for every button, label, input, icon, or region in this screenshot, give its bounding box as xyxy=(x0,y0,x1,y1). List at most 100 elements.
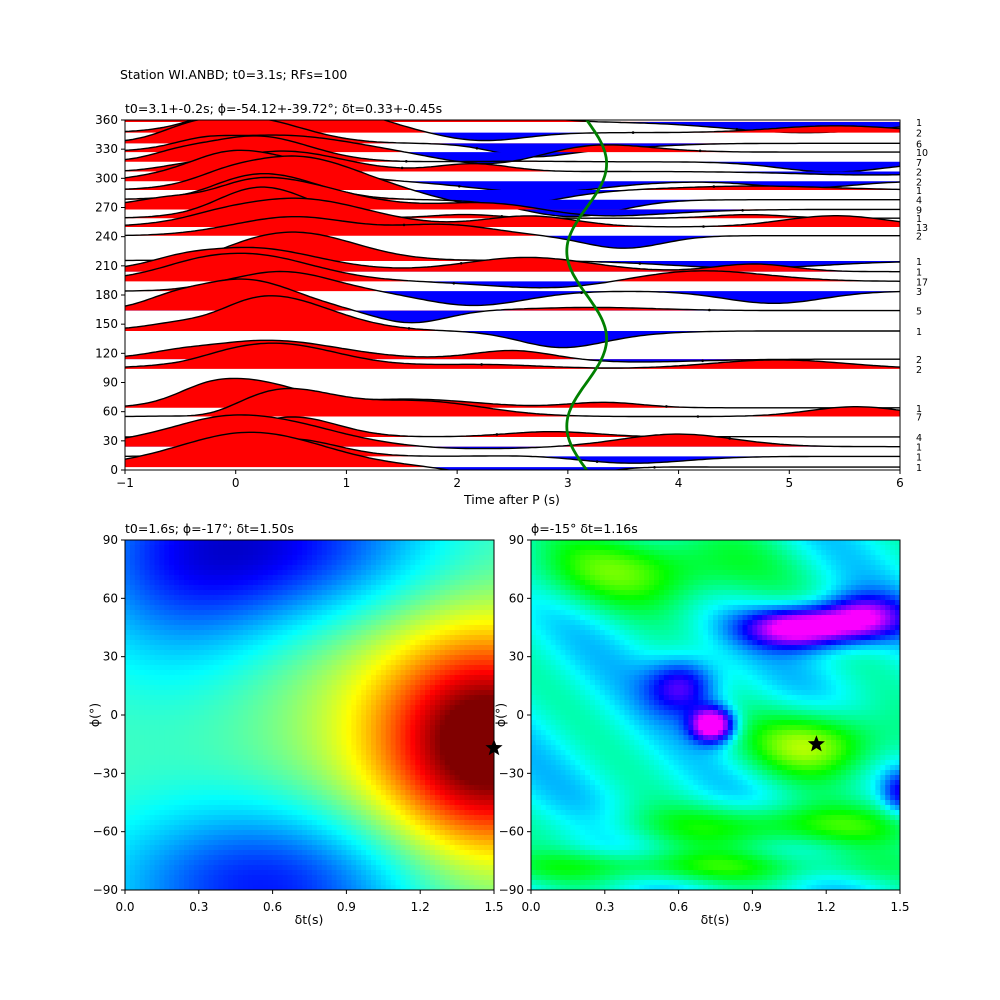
heatmap-cell xyxy=(208,740,215,746)
heatmap-cell xyxy=(248,760,254,766)
heatmap-cell xyxy=(434,830,441,836)
heatmap-cell xyxy=(203,690,210,696)
heatmap-cell xyxy=(420,765,426,771)
heatmap-cell xyxy=(139,815,146,821)
heatmap-cell xyxy=(385,655,392,661)
heatmap-cell xyxy=(233,795,239,801)
heatmap-cell xyxy=(282,690,288,696)
heatmap-cell xyxy=(375,655,382,661)
heatmap-cell xyxy=(267,610,274,616)
heatmap-cell xyxy=(405,730,411,736)
trace-count-label: 1 xyxy=(916,118,922,129)
heatmap-cell xyxy=(434,615,441,621)
heatmap-cell xyxy=(405,850,411,856)
heatmap-cell xyxy=(179,735,185,741)
heatmap-cell xyxy=(331,810,338,816)
heatmap-cell xyxy=(380,860,387,866)
heatmap-cell xyxy=(395,610,402,616)
heatmap-cell xyxy=(134,570,141,576)
heatmap-cell xyxy=(390,605,397,611)
heatmap-cell xyxy=(346,750,352,756)
heatmap-cell xyxy=(154,755,161,761)
heatmap-cell xyxy=(316,710,323,716)
heatmap-cell xyxy=(277,545,284,551)
heatmap-cell xyxy=(184,840,190,846)
heatmap-cell xyxy=(238,755,244,761)
heatmap-cell xyxy=(198,645,205,651)
heatmap-cell xyxy=(371,795,377,801)
heatmap-cell xyxy=(336,760,343,766)
heatmap-cell xyxy=(341,875,347,881)
heatmap-cell xyxy=(385,605,392,611)
heatmap-cell xyxy=(272,560,279,566)
heatmap-cell xyxy=(420,565,426,571)
trace-plot-area xyxy=(125,120,900,470)
heatmap-cell xyxy=(267,710,274,716)
heatmap-cell xyxy=(179,840,185,846)
heatmap-cell xyxy=(385,790,392,796)
heatmap-cell xyxy=(326,860,333,866)
heatmap-cell xyxy=(149,710,156,716)
heatmap-cell xyxy=(257,820,264,826)
heatmap-cell xyxy=(444,800,451,806)
heatmap-cell xyxy=(390,675,397,681)
heatmap-cell xyxy=(390,640,397,646)
rf-pick-dot xyxy=(708,308,711,312)
heatmap-cell xyxy=(257,710,264,716)
heatmap-cell xyxy=(361,785,367,791)
heatmap-cell xyxy=(272,725,279,731)
heatmap-cell xyxy=(316,875,323,881)
heatmap-cell xyxy=(434,740,441,746)
heatmap-cell xyxy=(262,555,269,561)
rf-pick-dot xyxy=(402,223,406,227)
heatmap-cell xyxy=(257,875,264,881)
heatmap-cell xyxy=(331,680,338,686)
heatmap-cell xyxy=(248,610,254,616)
heatmap-cell xyxy=(213,850,220,856)
heatmap-cell xyxy=(257,715,264,721)
heatmap-cell xyxy=(218,710,224,716)
heatmap-cell xyxy=(164,775,170,781)
heatmap-cell xyxy=(420,775,426,781)
heatmap-cell xyxy=(302,640,308,646)
heatmap-cell xyxy=(277,600,284,606)
heatmap-cell xyxy=(154,710,161,716)
heatmap-cell xyxy=(144,605,151,611)
heatmap-cell xyxy=(311,755,318,761)
heatmap-cell xyxy=(257,745,264,751)
heatmap-cell xyxy=(297,550,303,556)
heatmap-cell xyxy=(410,635,416,641)
heatmap-cell xyxy=(420,700,426,706)
heatmap-cell xyxy=(233,805,239,811)
heatmap-cell xyxy=(174,685,180,691)
heatmap-cell xyxy=(203,600,210,606)
heatmap-cell xyxy=(282,685,288,691)
heatmap-cell xyxy=(159,800,165,806)
heatmap-cell xyxy=(252,745,259,751)
heatmap-cell xyxy=(400,585,407,591)
heatmap-cell xyxy=(385,665,392,671)
heatmap-cell xyxy=(134,610,141,616)
heatmap-cell xyxy=(420,740,426,746)
heatmap-cell xyxy=(390,665,397,671)
heatmap-cell xyxy=(125,600,131,606)
heatmap-cell xyxy=(371,770,377,776)
heatmap-cell xyxy=(459,635,466,641)
heatmap-cell xyxy=(149,695,156,701)
heatmap-cell xyxy=(449,790,456,796)
heatmap-cell xyxy=(434,790,441,796)
heatmap-cell xyxy=(316,675,323,681)
heatmap-cell xyxy=(129,655,136,661)
heatmap-cell xyxy=(351,730,357,736)
heatmap-cell xyxy=(326,810,333,816)
heatmap-cell xyxy=(341,700,347,706)
heatmap-cell xyxy=(351,865,357,871)
heatmap-cell xyxy=(292,790,298,796)
y-tick-label: 300 xyxy=(95,171,118,185)
heatmap-cell xyxy=(159,625,165,631)
heatmap-cell xyxy=(134,545,141,551)
heatmap-cell xyxy=(326,560,333,566)
heatmap-cell xyxy=(179,585,185,591)
heatmap-cell xyxy=(139,705,146,711)
heatmap-cell xyxy=(302,845,308,851)
